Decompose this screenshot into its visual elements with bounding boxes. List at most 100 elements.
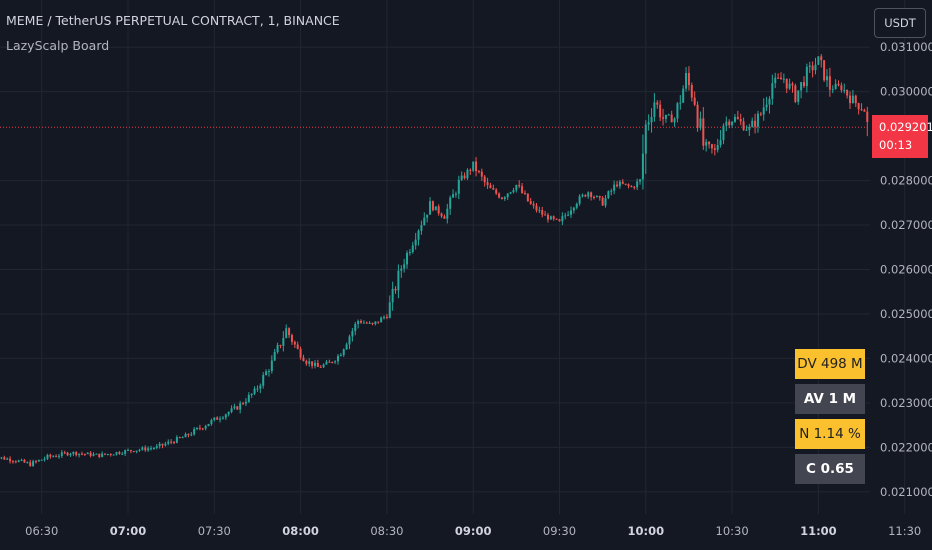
candle-body: [725, 121, 728, 126]
candle-body: [60, 452, 63, 456]
candle-body: [670, 114, 673, 123]
candles: [0, 53, 869, 467]
candle-body: [777, 77, 780, 79]
candle-body: [46, 454, 49, 459]
candle-body: [463, 175, 466, 179]
candle-body: [98, 453, 101, 457]
candle-body: [403, 264, 406, 269]
candle-body: [834, 83, 837, 90]
candle-body: [621, 181, 624, 184]
candle-body: [374, 321, 377, 325]
candle-body: [653, 102, 656, 117]
candle-body: [334, 361, 337, 363]
candle-body: [613, 184, 616, 191]
candle-body: [158, 443, 161, 447]
candle-body: [713, 148, 716, 150]
candle-body: [805, 66, 808, 87]
candle-body: [92, 454, 95, 456]
time-tick-label: 07:30: [198, 524, 231, 538]
candle-body: [342, 349, 345, 356]
candle-body: [83, 453, 86, 455]
candle-body: [641, 153, 644, 180]
candle-body: [480, 171, 483, 177]
candle-body: [472, 161, 475, 171]
candle-body: [383, 316, 386, 318]
candle-body: [662, 117, 665, 119]
candle-body: [546, 214, 549, 220]
candle-body: [221, 417, 224, 419]
candle-body: [843, 89, 846, 91]
price-tick-label: 0.025000: [880, 307, 932, 321]
candle-body: [756, 113, 759, 127]
currency-button[interactable]: USDT: [874, 8, 926, 38]
candle-body: [360, 320, 363, 323]
candle-body: [788, 83, 791, 89]
candle-body: [581, 194, 584, 197]
candle-body: [167, 441, 170, 444]
candle-body: [754, 120, 757, 127]
candle-body: [9, 458, 12, 462]
candle-body: [308, 361, 311, 364]
candle-body: [210, 420, 213, 424]
candle-body: [184, 433, 187, 438]
candle-body: [636, 181, 639, 188]
candle-body: [685, 73, 688, 89]
candle-body: [601, 197, 604, 206]
candle-body: [555, 218, 558, 220]
symbol-title[interactable]: MEME / TetherUS PERPETUAL CONTRACT, 1, B…: [6, 13, 340, 28]
candle-body: [0, 457, 3, 459]
candle-body: [397, 270, 400, 291]
candle-body: [745, 129, 748, 131]
candle-body: [446, 208, 449, 219]
time-axis: 06:30 07:00 07:30 08:00 08:30 09:00 09:30 10:00…: [25, 524, 921, 538]
candle-body: [506, 193, 509, 198]
candle-body: [733, 116, 736, 122]
candle-body: [595, 196, 598, 198]
candle-body: [72, 451, 75, 454]
candle-body: [37, 459, 40, 462]
candle-body: [216, 417, 219, 420]
candle-body: [466, 169, 469, 179]
time-tick-label: 08:00: [282, 524, 319, 538]
candle-body: [190, 434, 193, 436]
price-tick-label: 0.028000: [880, 174, 932, 188]
candle-body: [561, 216, 564, 222]
time-tick-label: 07:00: [110, 524, 147, 538]
indicator-title[interactable]: LazyScalp Board: [6, 38, 110, 53]
candle-body: [313, 362, 316, 366]
time-tick-label: 06:30: [25, 524, 58, 538]
candle-body: [391, 288, 394, 303]
candle-body: [475, 161, 478, 172]
candle-body: [802, 82, 805, 87]
candle-body: [656, 102, 659, 105]
candle-body: [103, 453, 106, 455]
candle-body: [109, 454, 112, 456]
candle-body: [348, 336, 351, 345]
candle-body: [797, 90, 800, 102]
candle-body: [368, 322, 371, 324]
candle-body: [682, 88, 685, 103]
candle-body: [385, 316, 388, 318]
candle-body: [429, 201, 432, 215]
candle-body: [857, 103, 860, 110]
candle-body: [693, 97, 696, 105]
candle-body: [285, 328, 288, 338]
candle-body: [75, 451, 78, 456]
candle-body: [357, 320, 360, 324]
candle-body: [420, 225, 423, 231]
candle-body: [322, 364, 325, 368]
candle-body: [129, 449, 132, 452]
candle-body: [610, 190, 613, 192]
candle-body: [95, 453, 98, 455]
candle-body: [731, 121, 734, 126]
price-tick-label: 0.022000: [880, 440, 932, 454]
candle-body: [265, 371, 268, 376]
candle-body: [538, 210, 541, 212]
candle-body: [708, 141, 711, 145]
candle-body: [170, 441, 173, 443]
candle-body: [742, 121, 745, 131]
last-price-label: 0.029201 00:13: [872, 115, 932, 158]
candle-body: [650, 116, 653, 123]
candle-body: [604, 198, 607, 206]
